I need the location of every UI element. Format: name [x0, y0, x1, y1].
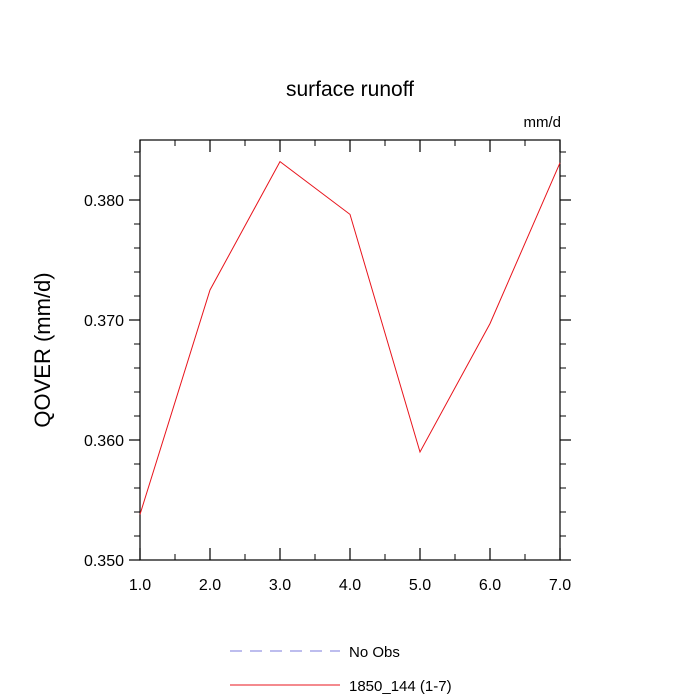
y-tick-label: 0.350: [84, 553, 124, 570]
chart-title: surface runoff: [286, 78, 414, 101]
x-tick-label: 7.0: [549, 577, 571, 594]
legend: No Obs 1850_144 (1-7): [230, 644, 452, 695]
x-tick-label: 4.0: [339, 577, 361, 594]
x-tick-label: 6.0: [479, 577, 501, 594]
axis-ticks: [129, 140, 571, 561]
x-tick-label: 5.0: [409, 577, 431, 594]
series-layer: [139, 160, 561, 515]
y-tick-label: 0.370: [84, 313, 124, 330]
x-tick-label: 1.0: [129, 577, 151, 594]
y-tick-label: 0.360: [84, 433, 124, 450]
y-tick-label: 0.380: [84, 193, 124, 210]
x-tick-label: 3.0: [269, 577, 291, 594]
axis-tick-labels: 1.0 2.0 3.0 4.0 5.0 6.0 7.0 0.350 0.360 0.370 0.38…: [84, 193, 571, 594]
plot-frame: [139, 139, 561, 561]
series-line: [139, 160, 561, 515]
x-tick-label: 2.0: [199, 577, 221, 594]
y-axis-label: QOVER (mm/d): [30, 272, 55, 427]
legend-label: 1850_144 (1-7): [349, 678, 452, 695]
legend-label: No Obs: [349, 644, 400, 661]
units-label: mm/d: [524, 114, 562, 131]
